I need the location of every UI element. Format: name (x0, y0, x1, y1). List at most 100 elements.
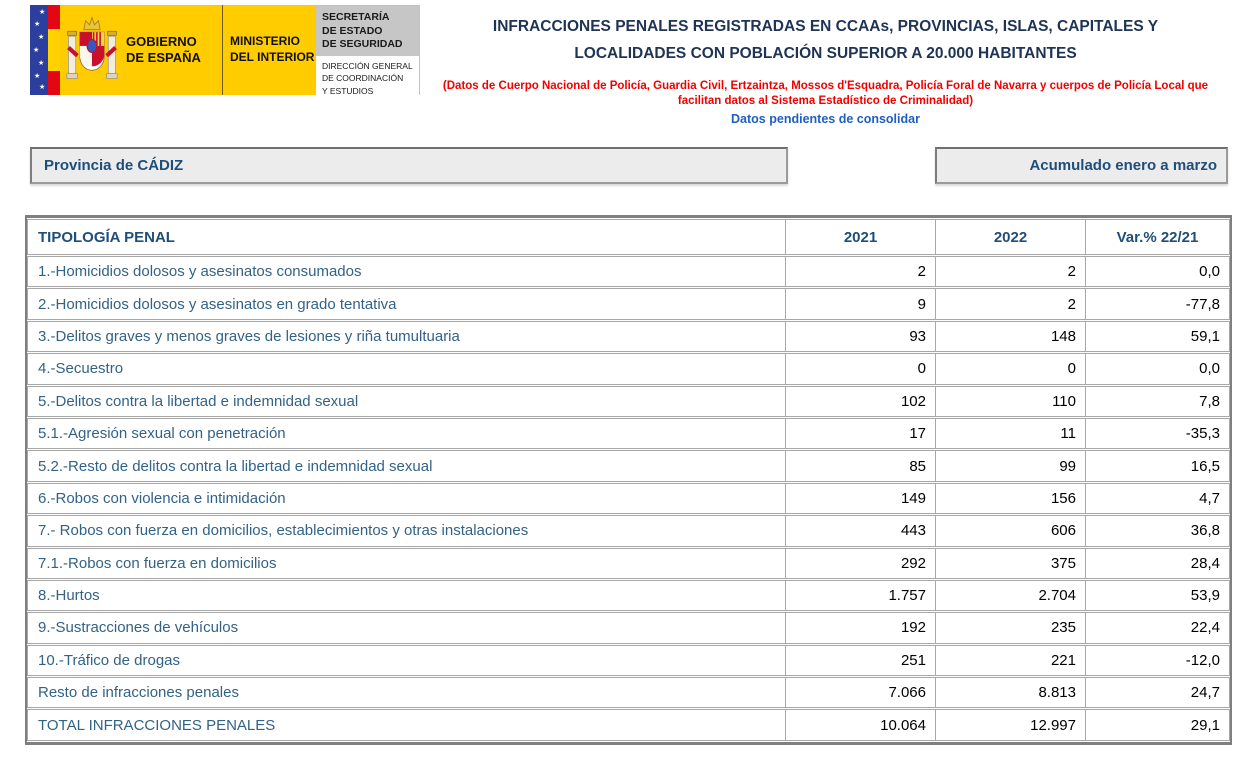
value-2022: 12.997 (935, 710, 1085, 740)
value-2021: 17 (785, 418, 935, 449)
row-label: 6.-Robos con violencia e intimidación (38, 489, 286, 507)
star-icon: ★ (38, 34, 45, 41)
gobierno-de-espana-label: GOBIERNO DE ESPAÑA (124, 5, 222, 95)
value-2021: 149 (785, 483, 935, 514)
table-row: 9.-Sustracciones de vehículos 192 235 22,4 (27, 612, 1230, 644)
table-row-total: TOTAL INFRACCIONES PENALES 10.064 12.997 29… (27, 709, 1230, 741)
gobierno-line2: DE ESPAÑA (126, 50, 201, 65)
page-title-line1: INFRACCIONES PENALES REGISTRADAS EN CCAA… (492, 18, 1159, 35)
table-row: Resto de infracciones penales 7.066 8.813 2… (27, 677, 1230, 709)
table-row: 4.-Secuestro 0 0 0,0 (27, 353, 1230, 385)
ministerio-line1: MINISTERIO (230, 34, 301, 49)
row-label: 2.-Homicidios dolosos y asesinatos en gr… (38, 295, 397, 313)
value-2022: 221 (935, 645, 1085, 676)
data-source-note-line2: facilitan datos al Sistema Estadístico d… (677, 95, 974, 107)
row-label: 7.- Robos con fuerza en domicilios, esta… (38, 522, 529, 540)
table-row: 3.-Delitos graves y menos graves de lesi… (27, 320, 1230, 353)
value-variation: -12,0 (1085, 645, 1229, 676)
row-label: 8.-Hurtos (38, 587, 100, 605)
direccion-general-label: DIRECCIÓN GENERAL DE COORDINACIÓN Y ESTU… (316, 55, 419, 101)
value-2021: 93 (785, 321, 935, 352)
table-row: 7.1.-Robos con fuerza en domicilios 292 37… (27, 547, 1230, 579)
row-label: 10.-Tráfico de drogas (38, 651, 181, 669)
table-row: 1.-Homicidios dolosos y asesinatos consu… (27, 256, 1230, 288)
table-row: 10.-Tráfico de drogas 251 221 -12,0 (27, 644, 1230, 677)
value-variation: 22,4 (1085, 613, 1229, 643)
column-header-2021: 2021 (785, 220, 935, 254)
value-2021: 7.066 (785, 678, 935, 708)
province-label: Provincia de CÁDIZ (44, 157, 184, 174)
province-box: Provincia de CÁDIZ (30, 147, 788, 184)
row-label: 5.1.-Agresión sexual con penetración (38, 425, 286, 443)
page-header: ★ ★ ★ ★ ★ ★ ★ (0, 0, 1253, 126)
star-icon: ★ (33, 47, 40, 54)
value-2022: 2 (935, 257, 1085, 287)
table-row: 7.- Robos con fuerza en domicilios, esta… (27, 515, 1230, 547)
logo-departments-panel: SECRETARÍA DE ESTADO DE SEGURIDAD DIRECC… (315, 5, 420, 101)
eu-stars-strip: ★ ★ ★ ★ ★ ★ ★ (30, 5, 48, 95)
value-2021: 251 (785, 645, 935, 676)
star-icon: ★ (39, 84, 46, 91)
value-2021: 10.064 (785, 710, 935, 740)
page-title-line2: LOCALIDADES CON POBLACIÓN SUPERIOR A 20.… (574, 45, 1077, 62)
data-source-note-line1: (Datos de Cuerpo Nacional de Policía, Gu… (442, 80, 1209, 92)
value-2022: 148 (935, 321, 1085, 352)
star-icon: ★ (39, 9, 46, 16)
value-2022: 110 (935, 386, 1085, 416)
table-row: 5.1.-Agresión sexual con penetración 17 11… (27, 417, 1230, 450)
spain-flag-strip (48, 5, 60, 95)
value-variation: 28,4 (1085, 548, 1229, 578)
value-2022: 606 (935, 516, 1085, 546)
value-variation: -77,8 (1085, 289, 1229, 319)
value-2021: 292 (785, 548, 935, 578)
data-source-note: (Datos de Cuerpo Nacional de Policía, Gu… (440, 79, 1211, 109)
value-variation: 53,9 (1085, 580, 1229, 611)
value-variation: -35,3 (1085, 418, 1229, 449)
column-header-tipologia: TIPOLOGÍA PENAL (38, 228, 175, 246)
value-2022: 99 (935, 451, 1085, 481)
title-block: INFRACCIONES PENALES REGISTRADAS EN CCAA… (420, 5, 1253, 126)
row-label: 3.-Delitos graves y menos graves de lesi… (38, 327, 460, 345)
row-label: 5.-Delitos contra la libertad e indemnid… (38, 392, 359, 410)
table-row: 5.-Delitos contra la libertad e indemnid… (27, 385, 1230, 417)
value-variation: 59,1 (1085, 321, 1229, 352)
row-label: TOTAL INFRACCIONES PENALES (38, 716, 276, 734)
value-2021: 443 (785, 516, 935, 546)
row-label: 1.-Homicidios dolosos y asesinatos consu… (38, 263, 362, 281)
value-2021: 192 (785, 613, 935, 643)
row-label: 4.-Secuestro (38, 360, 124, 378)
value-2022: 2.704 (935, 580, 1085, 611)
value-variation: 0,0 (1085, 257, 1229, 287)
column-header-variation: Var.% 22/21 (1085, 220, 1229, 254)
star-icon: ★ (34, 73, 41, 80)
value-variation: 0,0 (1085, 354, 1229, 384)
crime-statistics-table: TIPOLOGÍA PENAL 2021 2022 Var.% 22/21 1.… (25, 215, 1232, 745)
column-header-2022: 2022 (935, 220, 1085, 254)
value-2021: 9 (785, 289, 935, 319)
ministerio-line2: DEL INTERIOR (230, 50, 315, 64)
ministerio-del-interior-label: MINISTERIO DEL INTERIOR (223, 5, 315, 95)
table-body: 1.-Homicidios dolosos y asesinatos consu… (27, 256, 1230, 741)
table-header-row: TIPOLOGÍA PENAL 2021 2022 Var.% 22/21 (27, 219, 1230, 255)
value-2021: 85 (785, 451, 935, 481)
coat-of-arms-icon (60, 5, 124, 95)
value-2022: 0 (935, 354, 1085, 384)
value-2021: 0 (785, 354, 935, 384)
value-2022: 235 (935, 613, 1085, 643)
value-variation: 36,8 (1085, 516, 1229, 546)
value-2022: 2 (935, 289, 1085, 319)
period-label: Acumulado enero a marzo (1029, 157, 1217, 174)
table-row: 8.-Hurtos 1.757 2.704 53,9 (27, 579, 1230, 612)
period-box: Acumulado enero a marzo (935, 147, 1228, 184)
value-variation: 4,7 (1085, 483, 1229, 514)
value-2021: 102 (785, 386, 935, 416)
value-2021: 2 (785, 257, 935, 287)
logo-divider (222, 5, 223, 95)
table-row: 6.-Robos con violencia e intimidación 149… (27, 482, 1230, 515)
value-2022: 156 (935, 483, 1085, 514)
secretaria-de-estado-label: SECRETARÍA DE ESTADO DE SEGURIDAD (316, 6, 419, 56)
value-2022: 8.813 (935, 678, 1085, 708)
row-label: 7.1.-Robos con fuerza en domicilios (38, 554, 277, 572)
table-row: 5.2.-Resto de delitos contra la libertad… (27, 450, 1230, 482)
star-icon: ★ (34, 21, 41, 28)
